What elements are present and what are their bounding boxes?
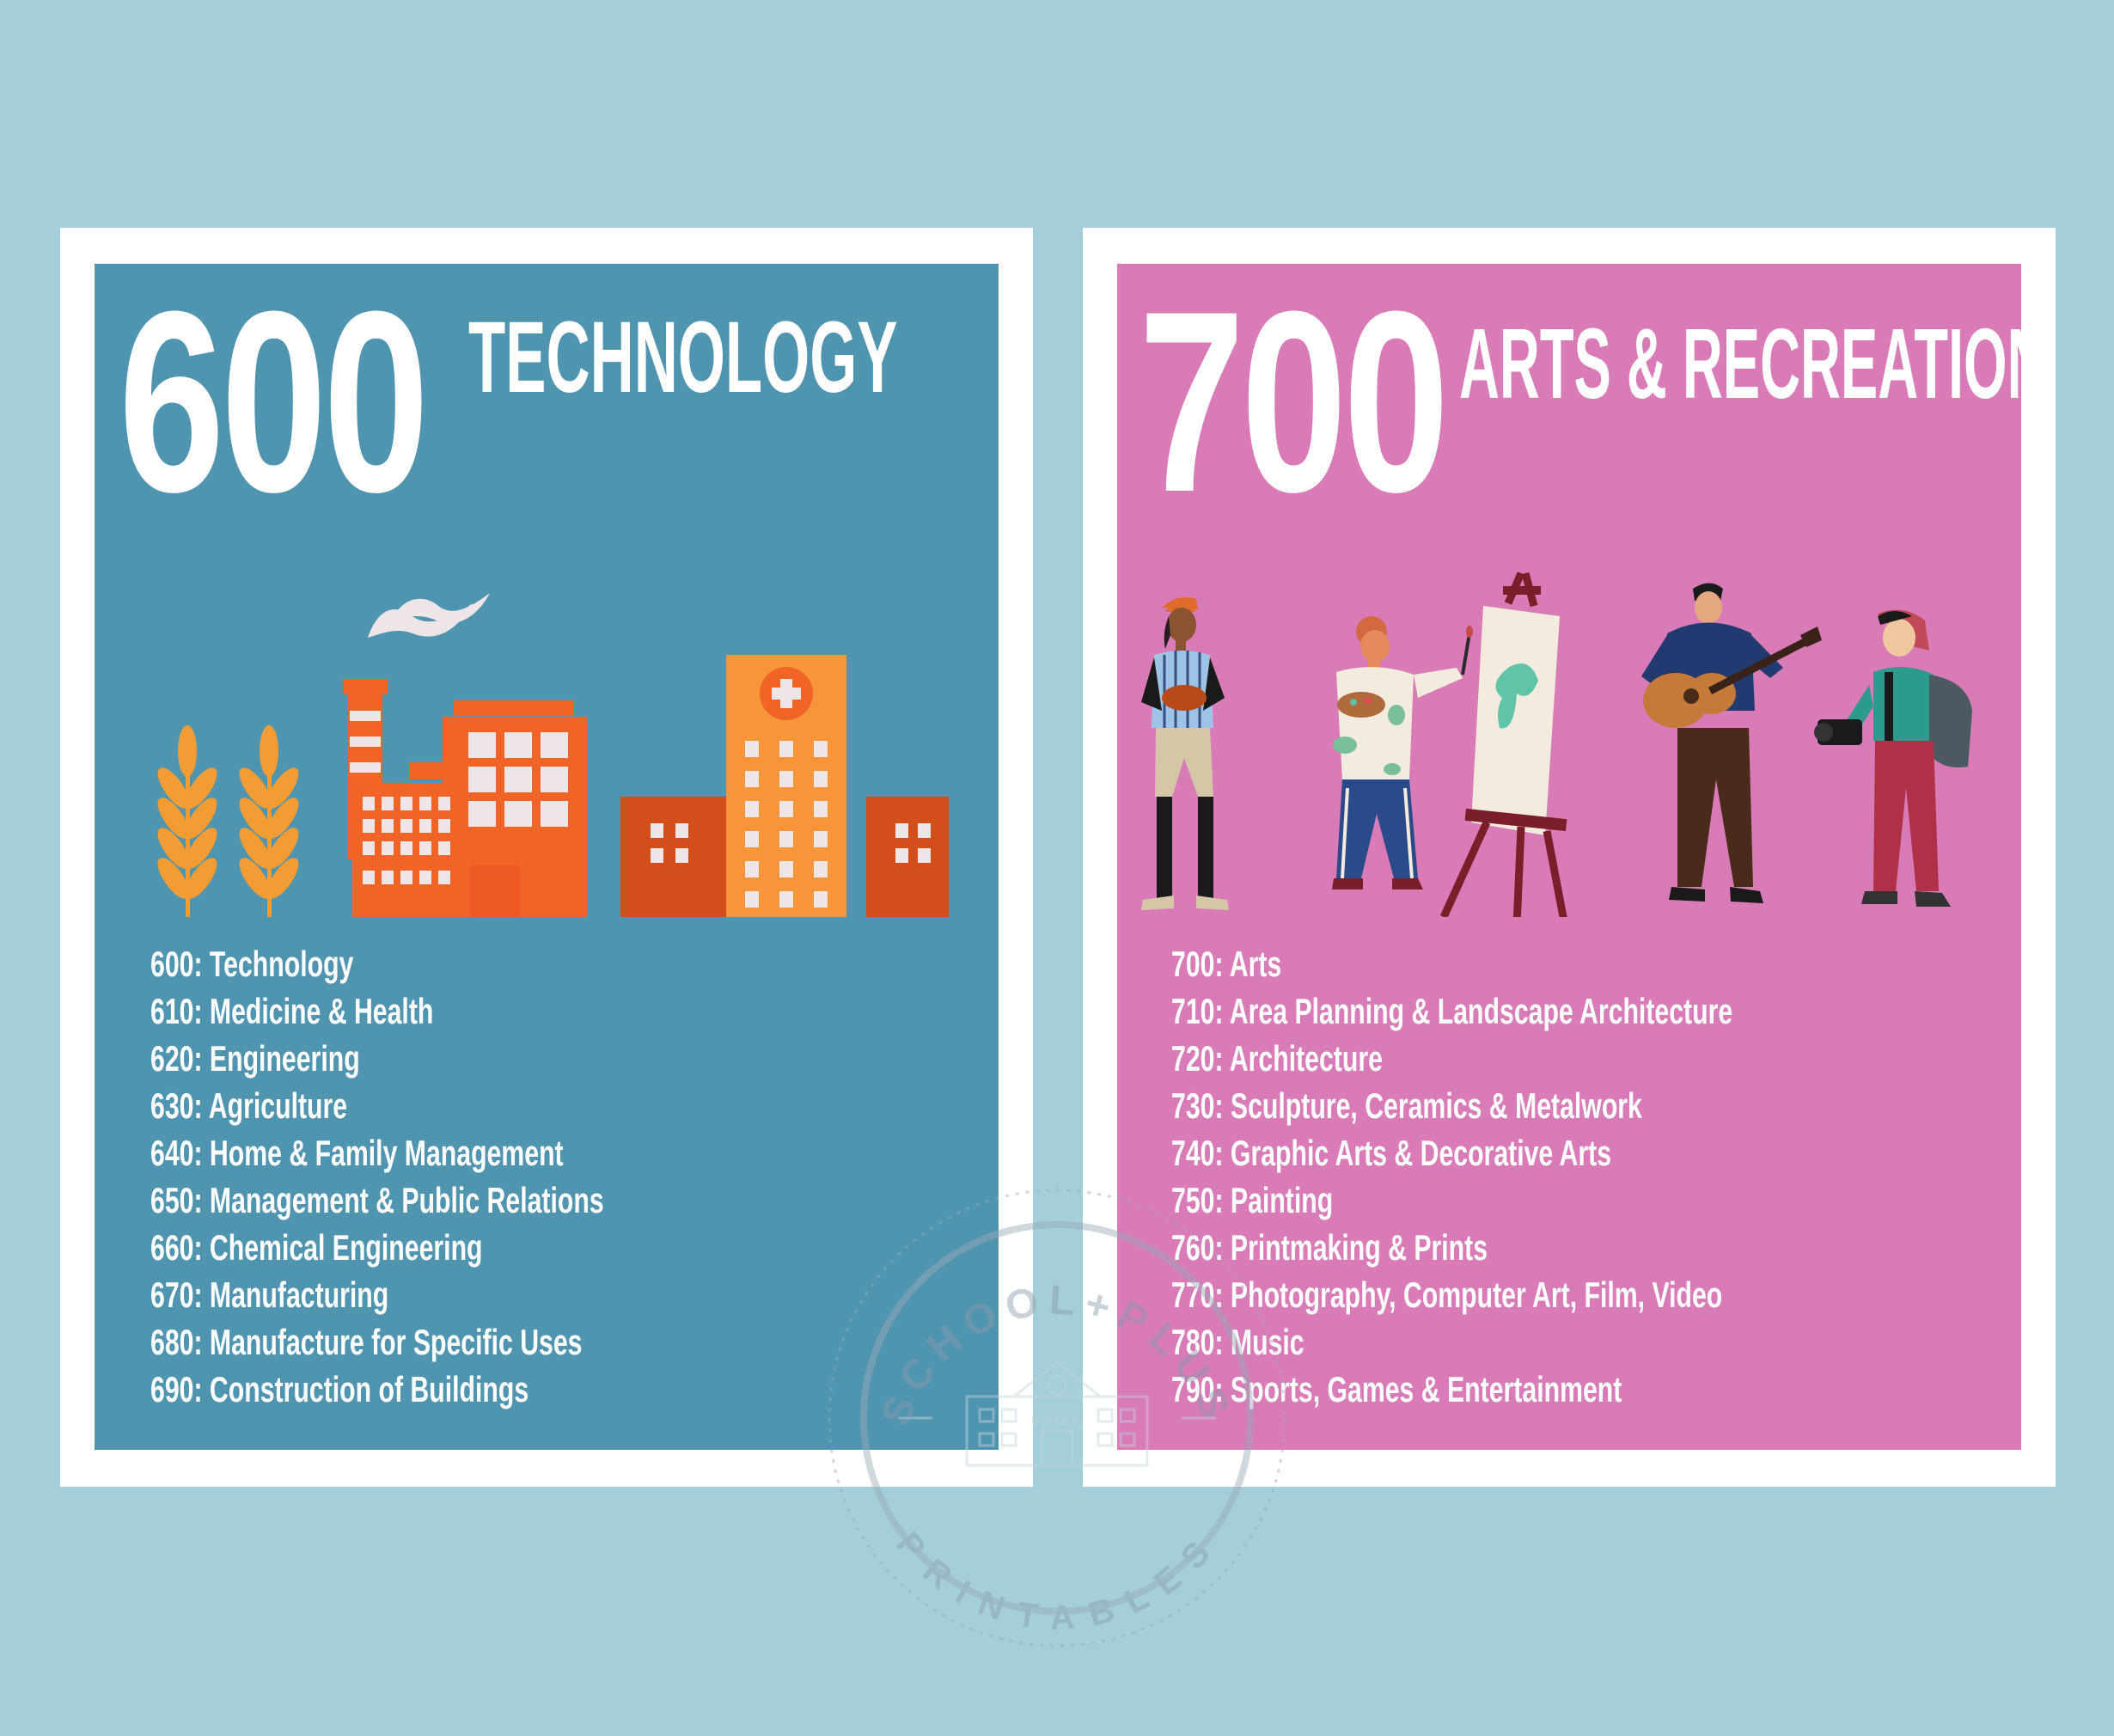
title-arts-recreation: ARTS & RECREATION xyxy=(1459,308,2021,419)
list-item: 670: Manufacturing xyxy=(150,1274,389,1315)
list-item: 610: Medicine & Health xyxy=(150,991,434,1031)
poster-600-panel: 600 TECHNOLOGY xyxy=(95,264,999,1450)
list-item: 780: Music xyxy=(1171,1322,1304,1362)
list-item: 700: Arts xyxy=(1171,944,1282,984)
class-list-600: 600: Technology 610: Medicine & Health 6… xyxy=(150,940,780,1413)
poster-700-arts-recreation: 700 ARTS & RECREATION xyxy=(1083,228,2056,1487)
poster-600-technology: 600 TECHNOLOGY xyxy=(60,228,1033,1487)
list-item: 760: Printmaking & Prints xyxy=(1171,1227,1488,1268)
guitarist-icon xyxy=(1641,583,1822,903)
list-item: 730: Sculpture, Ceramics & Metalwork xyxy=(1171,1085,1642,1126)
poster-700-panel: 700 ARTS & RECREATION xyxy=(1117,264,2021,1450)
list-item: 660: Chemical Engineering xyxy=(150,1227,483,1268)
list-item: 680: Manufacture for Specific Uses xyxy=(150,1322,583,1362)
list-item: 710: Area Planning & Landscape Architect… xyxy=(1171,991,1733,1031)
list-item: 740: Graphic Arts & Decorative Arts xyxy=(1171,1133,1612,1173)
watermark-building-text: SCHOOL xyxy=(1031,1414,1083,1427)
photographer-icon xyxy=(1814,609,1972,907)
list-item: 770: Photography, Computer Art, Film, Vi… xyxy=(1171,1274,1723,1315)
list-item: 630: Agriculture xyxy=(150,1085,348,1126)
list-item: 650: Management & Public Relations xyxy=(150,1180,604,1220)
painter-icon xyxy=(1332,616,1473,889)
list-item: 640: Home & Family Management xyxy=(150,1133,564,1173)
wheat-icon xyxy=(239,725,299,917)
arts-illustration xyxy=(1141,572,1972,917)
svg-text:PRINTABLES: PRINTABLES xyxy=(889,1525,1225,1638)
class-list-700: 700: Arts 710: Area Planning & Landscape… xyxy=(1171,940,1951,1413)
hospital-icon xyxy=(620,655,949,917)
factory-icon xyxy=(343,593,587,917)
watermark-bottom-text: PRINTABLES xyxy=(889,1525,1213,1638)
list-item: 720: Architecture xyxy=(1171,1038,1383,1079)
wheat-icon xyxy=(157,725,217,917)
class-number-600: 600 xyxy=(119,264,430,546)
easel-icon xyxy=(1439,572,1567,917)
class-number-700: 700 xyxy=(1139,264,1450,546)
list-item: 690: Construction of Buildings xyxy=(150,1369,529,1409)
technology-illustration xyxy=(157,593,949,917)
baseball-player-icon xyxy=(1141,596,1229,910)
list-item: 600: Technology xyxy=(150,944,354,984)
list-item: 750: Painting xyxy=(1171,1180,1334,1220)
title-technology: TECHNOLOGY xyxy=(468,301,898,414)
list-item: 620: Engineering xyxy=(150,1038,360,1079)
list-item: 790: Sports, Games & Entertainment xyxy=(1171,1369,1622,1409)
